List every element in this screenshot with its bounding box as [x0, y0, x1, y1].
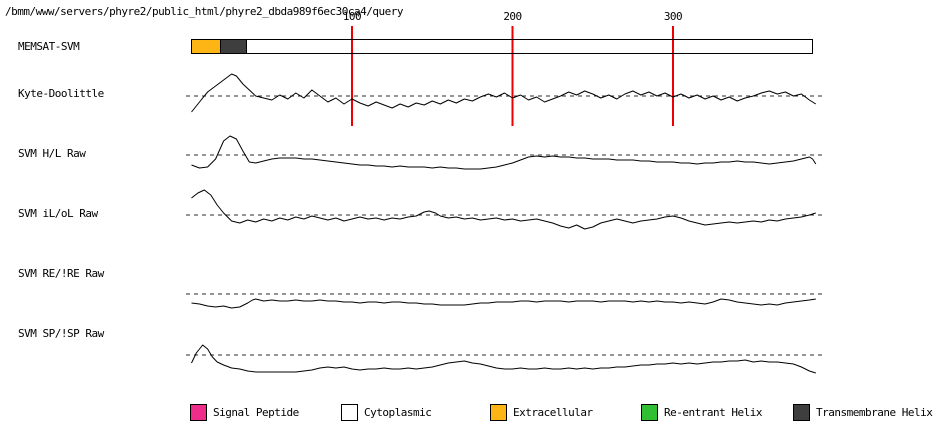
- legend-item-cytoplasmic: Cytoplasmic: [341, 404, 432, 421]
- bar-segment-extracellular: [192, 40, 222, 53]
- legend: Signal Peptide Cytoplasmic Extracellular…: [0, 404, 950, 424]
- legend-item-extracellular: Extracellular: [490, 404, 593, 421]
- legend-item-signal-peptide: Signal Peptide: [190, 404, 299, 421]
- track-label-svm-re-raw: SVM RE/!RE Raw: [18, 267, 104, 280]
- legend-label: Transmembrane Helix: [816, 406, 933, 419]
- signal-peptide-swatch-icon: [190, 404, 207, 421]
- cytoplasmic-swatch-icon: [341, 404, 358, 421]
- memsat-topology-bar: [191, 39, 814, 54]
- legend-label: Cytoplasmic: [364, 406, 432, 419]
- legend-label: Extracellular: [513, 406, 593, 419]
- legend-item-re-entrant-helix: Re-entrant Helix: [641, 404, 762, 421]
- track-label-kyte-doolittle: Kyte-Doolittle: [18, 87, 104, 100]
- profile-curve-SVM iL/oL Raw: [191, 189, 816, 230]
- legend-item-transmembrane-helix: Transmembrane Helix: [793, 404, 933, 421]
- query-path-title: /bmm/www/servers/phyre2/public_html/phyr…: [5, 5, 403, 18]
- axis-tick-300: 300: [663, 10, 683, 23]
- profile-curve-SVM H/L Raw: [191, 135, 817, 170]
- profile-curve-SVM SP/!SP Raw: [191, 344, 816, 374]
- re-entrant-helix-swatch-icon: [641, 404, 658, 421]
- track-label-svm-sp-raw: SVM SP/!SP Raw: [18, 327, 104, 340]
- legend-label: Re-entrant Helix: [664, 406, 762, 419]
- track-label-memsat-svm: MEMSAT-SVM: [18, 40, 80, 53]
- bar-segment-transmembrane-helix: [221, 40, 247, 53]
- transmembrane-helix-swatch-icon: [793, 404, 810, 421]
- bar-segment-cytoplasmic: [246, 40, 814, 53]
- track-label-svm-hl-raw: SVM H/L Raw: [18, 147, 86, 160]
- track-label-svm-il-ol-raw: SVM iL/oL Raw: [18, 207, 98, 220]
- profile-curve-Kyte-Doolittle: [191, 73, 817, 113]
- axis-tick-100: 100: [342, 10, 362, 23]
- legend-label: Signal Peptide: [213, 406, 299, 419]
- profile-curve-SVM RE/!RE Raw: [191, 298, 816, 309]
- extracellular-swatch-icon: [490, 404, 507, 421]
- axis-tick-200: 200: [503, 10, 522, 23]
